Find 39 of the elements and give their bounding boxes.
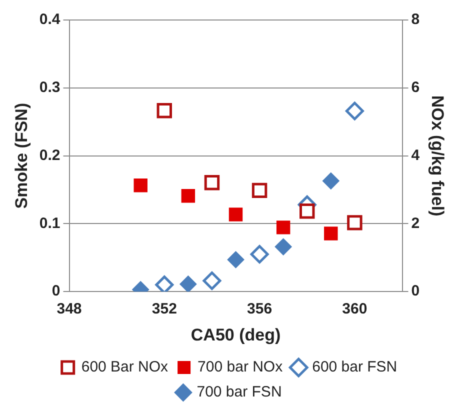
y2-tick-label: 6 [411,79,420,96]
point [156,103,172,118]
y2-tick-label: 4 [411,146,420,164]
y-tick-label: 0.3 [39,79,60,96]
point [345,102,364,120]
legend-label: 700 bar FSN [196,384,282,401]
point [252,182,268,198]
y2-tick-label: 0 [411,282,420,300]
legend-label: 700 bar NOx [198,358,284,376]
point [322,172,340,190]
point [181,188,196,203]
y2-axis-title: NOx (g/kg fuel) [428,95,448,216]
point [300,204,315,219]
y2-tick-label: 2 [411,214,420,232]
x-tick-label: 360 [342,300,368,318]
legend-label: 600 Bar NOx [81,358,169,376]
point [347,215,362,230]
point [227,251,244,268]
y-tick-label: 0.4 [39,11,61,28]
x-tick-label: 348 [56,300,82,318]
point [204,175,220,190]
point [274,238,292,256]
x-axis-title: CA50 (deg) [190,325,281,344]
y-tick-label: 0.2 [39,146,60,164]
x-tick-label: 356 [247,300,272,318]
y-tick-label: 0.1 [39,214,60,232]
point [276,220,290,234]
point [202,271,222,290]
legend-label: 600 bar FSN [312,358,398,376]
x-tick-label: 352 [152,300,177,318]
point [155,276,174,292]
point [324,226,338,240]
y-tick-label: 0 [52,282,60,300]
point [180,276,197,292]
y2-tick-label: 8 [411,11,420,28]
point [228,208,243,222]
point [250,245,269,264]
y-axis-title: Smoke (FSN) [12,102,31,209]
point [134,178,148,192]
